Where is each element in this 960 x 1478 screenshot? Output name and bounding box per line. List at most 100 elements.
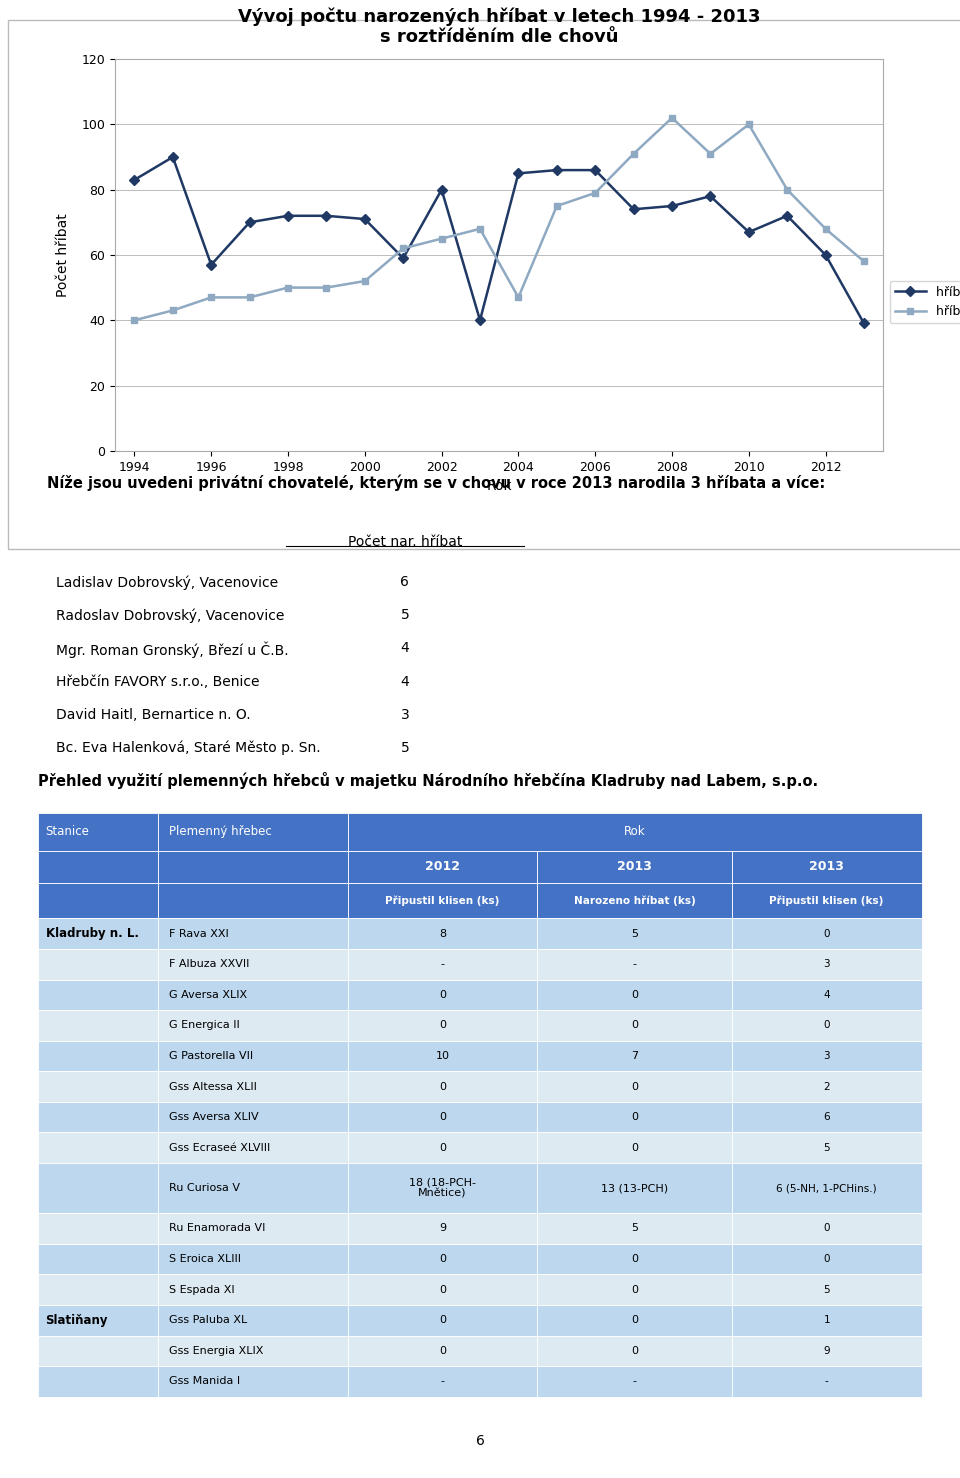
Bar [348,1041,538,1072]
Text: 9: 9 [824,1346,830,1355]
Text: 5: 5 [824,1284,830,1295]
X-axis label: Rok: Rok [487,479,512,494]
Bar [38,918,157,949]
Bar [38,882,157,918]
Text: 6 (5-NH, 1-PCHins.): 6 (5-NH, 1-PCHins.) [777,1182,877,1193]
Bar [38,1132,157,1163]
hříbata NH [513,164,524,182]
Bar [157,980,348,1009]
Text: Gss Aversa XLIV: Gss Aversa XLIV [169,1113,258,1122]
hříbata NH [551,161,563,179]
Line: hříbata PCH: hříbata PCH [131,114,868,324]
hříbata NH [205,256,217,273]
hříbata PCH [205,288,217,306]
Text: Narozeno hříbat (ks): Narozeno hříbat (ks) [574,896,695,906]
Bar [732,1132,922,1163]
Bar [732,918,922,949]
Text: 0: 0 [439,1284,446,1295]
Bar [538,1244,732,1274]
Text: -: - [441,1376,444,1386]
Bar [348,1305,538,1336]
Text: 5: 5 [400,609,409,622]
Text: 10: 10 [436,1051,449,1061]
Bar [732,1072,922,1103]
Text: F Rava XXI: F Rava XXI [169,928,228,939]
hříbata PCH [129,312,140,330]
Text: David Haitl, Bernartice n. O.: David Haitl, Bernartice n. O. [56,708,251,721]
Bar [348,851,538,882]
Bar [38,1305,157,1336]
Text: 0: 0 [824,928,829,939]
Bar [38,1103,157,1132]
Bar [348,980,538,1009]
Bar [732,1041,922,1072]
hříbata PCH [551,197,563,214]
Bar [732,1366,922,1397]
Bar [732,851,922,882]
Text: Ru Enamorada VI: Ru Enamorada VI [169,1224,265,1234]
Text: 5: 5 [631,928,638,939]
Text: 0: 0 [631,1020,638,1030]
hříbata NH [129,171,140,189]
Bar [348,1132,538,1163]
Bar [732,1009,922,1041]
Text: G Pastorella VII: G Pastorella VII [169,1051,253,1061]
Text: 0: 0 [631,1113,638,1122]
Bar [157,1041,348,1072]
Legend: hříbata NH, hříbata PCH: hříbata NH, hříbata PCH [890,281,960,324]
hříbata PCH [781,180,793,198]
Bar [157,1072,348,1103]
Bar [348,949,538,980]
hříbata NH [820,245,831,263]
Line: hříbata NH: hříbata NH [131,154,868,327]
Bar [538,918,732,949]
Bar [538,1336,732,1366]
Text: 0: 0 [631,1346,638,1355]
Bar [38,1072,157,1103]
Bar [732,1103,922,1132]
hříbata NH [474,312,486,330]
Bar [157,1213,348,1244]
hříbata NH [666,197,678,214]
Text: -: - [825,1376,828,1386]
hříbata NH [436,180,447,198]
Text: 0: 0 [631,1284,638,1295]
Text: Gss Energia XLIX: Gss Energia XLIX [169,1346,263,1355]
Text: 0: 0 [439,1346,446,1355]
Bar [348,1103,538,1132]
hříbata PCH [705,145,716,163]
Text: -: - [633,959,636,970]
hříbata PCH [474,220,486,238]
Text: Ru Curiosa V: Ru Curiosa V [169,1182,240,1193]
Text: 0: 0 [824,1224,829,1234]
Text: 7: 7 [631,1051,638,1061]
hříbata NH [167,148,179,166]
Text: 0: 0 [631,1315,638,1326]
Bar [38,1274,157,1305]
Bar [538,1213,732,1244]
Bar [157,813,348,851]
Text: Počet nar. hříbat: Počet nar. hříbat [348,535,462,548]
Text: Gss Manida I: Gss Manida I [169,1376,240,1386]
hříbata PCH [513,288,524,306]
Bar [38,1041,157,1072]
Text: -: - [633,1376,636,1386]
hříbata NH [589,161,601,179]
Text: 0: 0 [439,990,446,999]
hříbata NH [858,315,870,333]
Bar [538,1366,732,1397]
Text: 9: 9 [439,1224,446,1234]
Bar [38,1163,157,1213]
Bar [732,980,922,1009]
Bar [348,918,538,949]
hříbata PCH [436,229,447,247]
Text: Gss Ecraseé XLVIII: Gss Ecraseé XLVIII [169,1142,271,1153]
Bar [732,1244,922,1274]
Text: 0: 0 [439,1020,446,1030]
Text: 0: 0 [439,1113,446,1122]
Bar [732,949,922,980]
Bar [38,1336,157,1366]
Bar [732,1305,922,1336]
Bar [732,1336,922,1366]
Bar [348,1072,538,1103]
